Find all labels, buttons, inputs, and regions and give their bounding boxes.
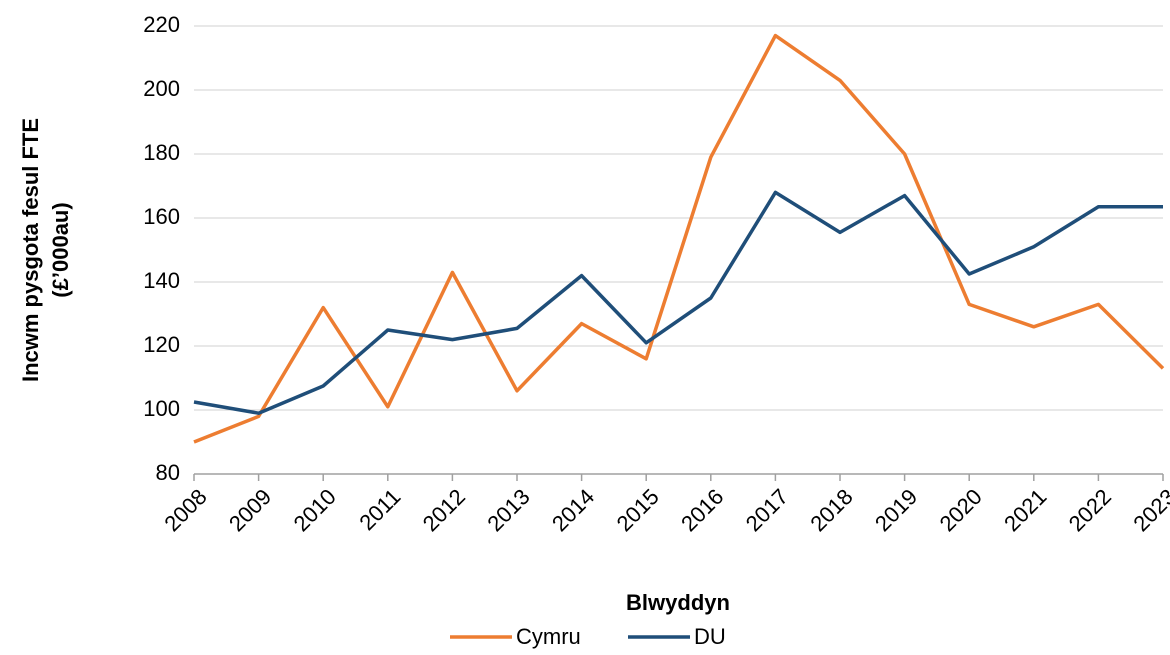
x-tick-label: 2013 — [482, 484, 534, 536]
x-tick-label: 2011 — [354, 484, 405, 535]
x-tick-label: 2016 — [676, 484, 728, 536]
x-tick-label: 2023 — [1128, 484, 1170, 536]
y-tick-label: 140 — [143, 268, 180, 293]
series-line — [193, 33, 1165, 444]
y-tick-label: 80 — [156, 460, 180, 485]
y-tick-label: 100 — [143, 396, 180, 421]
x-tick-label: 2009 — [224, 484, 276, 536]
y-tick-label: 200 — [143, 76, 180, 101]
series-line — [193, 190, 1163, 415]
legend-label: Cymru — [516, 624, 581, 649]
x-tick-label: 2018 — [805, 484, 857, 536]
y-tick-label: 160 — [143, 204, 180, 229]
legend-label: DU — [694, 624, 726, 649]
y-axis-label: Incwm pysgota fesul FTE — [18, 118, 43, 382]
y-tick-label: 120 — [143, 332, 180, 357]
x-axis-label: Blwyddyn — [626, 590, 730, 615]
x-tick-label: 2017 — [741, 484, 793, 536]
x-tick-label: 2022 — [1064, 484, 1116, 536]
x-tick-label: 2008 — [159, 484, 211, 536]
x-tick-label: 2020 — [935, 484, 987, 536]
x-tick-label: 2014 — [547, 484, 599, 536]
x-tick-label: 2019 — [870, 484, 922, 536]
x-tick-label: 2012 — [418, 484, 470, 536]
y-tick-label: 180 — [143, 140, 180, 165]
y-axis-label: (£’000au) — [48, 202, 73, 297]
x-tick-label: 2010 — [289, 484, 341, 536]
x-tick-label: 2021 — [999, 484, 1051, 536]
x-tick-label: 2015 — [612, 484, 664, 536]
y-tick-label: 220 — [143, 12, 180, 37]
